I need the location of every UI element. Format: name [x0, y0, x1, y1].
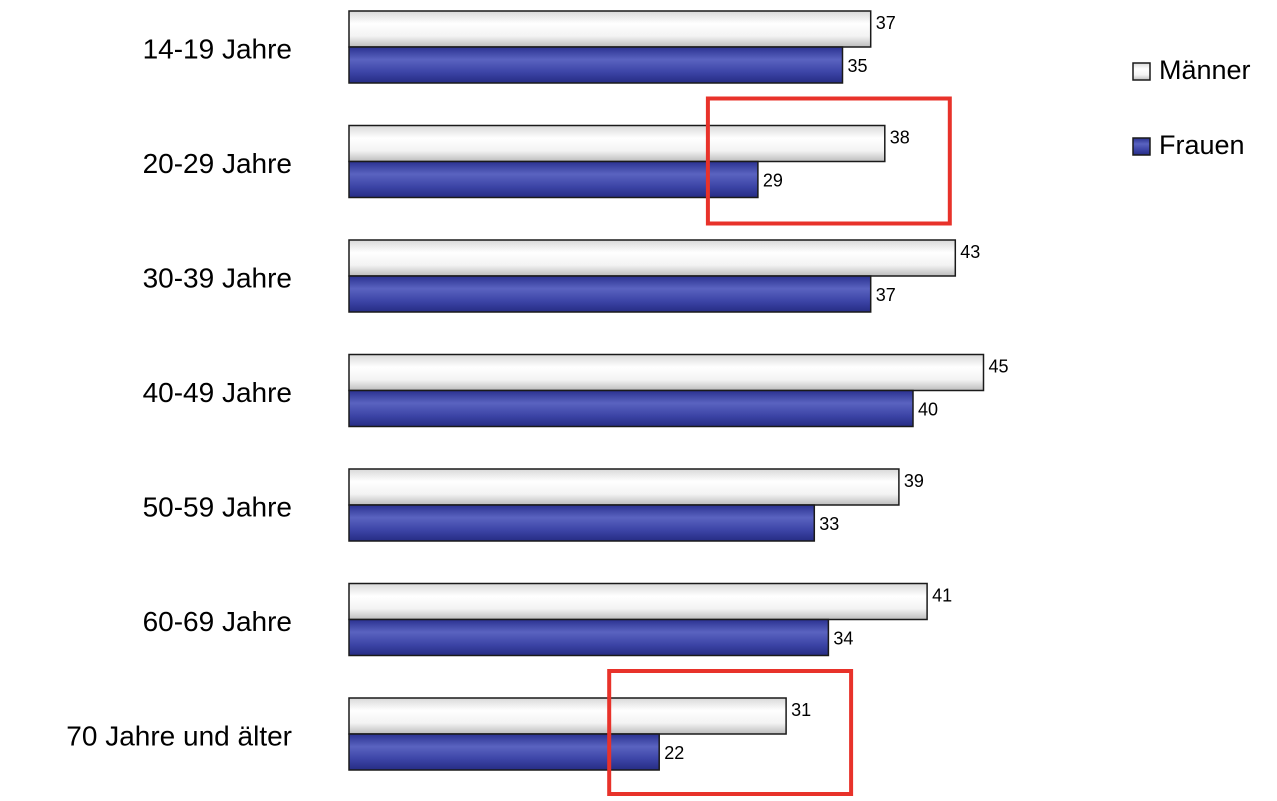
bar-maenner-20-29-jahre [348, 124, 886, 163]
data-label-frauen-70-jahre-und-aelter: 22 [664, 743, 684, 763]
legend-swatch-maenner [1132, 62, 1151, 81]
category-label-30-39-jahre: 30-39 Jahre [143, 262, 292, 293]
labels-layer: 14-19 Jahre 37 35 20-29 Jahre 38 29 30-39 Jahr… [66, 13, 1008, 763]
highlight-box-20-29-jahre [705, 96, 952, 226]
bar-frauen-20-29-jahre [348, 160, 759, 199]
bar-frauen-40-49-jahre [348, 389, 914, 428]
bar-maenner-30-39-jahre [348, 239, 957, 277]
data-label-frauen-20-29-jahre: 29 [763, 170, 783, 190]
data-label-maenner-50-59-jahre: 39 [904, 471, 924, 491]
legend-label-frauen: Frauen [1159, 130, 1245, 160]
bars-layer [348, 10, 985, 771]
data-label-frauen-60-69-jahre: 34 [833, 628, 853, 648]
legend-label-maenner: Männer [1159, 55, 1251, 85]
bar-maenner-40-49-jahre [348, 353, 985, 392]
data-label-maenner-30-39-jahre: 43 [960, 242, 980, 262]
data-label-maenner-14-19-jahre: 37 [876, 13, 896, 33]
legend-swatch-frauen [1132, 137, 1151, 156]
category-label-40-49-jahre: 40-49 Jahre [143, 377, 292, 408]
highlight-layer [607, 96, 952, 796]
data-label-frauen-30-39-jahre: 37 [876, 285, 896, 305]
category-label-20-29-jahre: 20-29 Jahre [143, 148, 292, 179]
data-label-maenner-20-29-jahre: 38 [890, 127, 910, 147]
legend: Männer Frauen [1132, 55, 1251, 160]
bar-maenner-70-jahre-und-aelter [348, 697, 787, 735]
bar-frauen-30-39-jahre [348, 275, 872, 313]
bar-maenner-60-69-jahre [348, 582, 928, 621]
category-label-50-59-jahre: 50-59 Jahre [143, 491, 292, 522]
bar-maenner-50-59-jahre [348, 468, 900, 506]
data-label-maenner-70-jahre-und-aelter: 31 [791, 700, 811, 720]
bar-frauen-50-59-jahre [348, 504, 816, 542]
highlight-box-70-jahre-und-aelter [607, 669, 854, 796]
data-label-maenner-40-49-jahre: 45 [989, 356, 1009, 376]
bar-frauen-14-19-jahre [348, 46, 844, 84]
data-label-frauen-40-49-jahre: 40 [918, 399, 938, 419]
category-label-14-19-jahre: 14-19 Jahre [143, 33, 292, 64]
bar-frauen-70-jahre-und-aelter [348, 733, 660, 771]
data-label-maenner-60-69-jahre: 41 [932, 585, 952, 605]
data-label-frauen-14-19-jahre: 35 [848, 56, 868, 76]
data-label-frauen-50-59-jahre: 33 [819, 514, 839, 534]
bar-frauen-60-69-jahre [348, 618, 830, 657]
category-label-60-69-jahre: 60-69 Jahre [143, 606, 292, 637]
category-label-70-jahre-und-aelter: 70 Jahre und älter [66, 720, 292, 751]
bar-maenner-14-19-jahre [348, 10, 872, 48]
